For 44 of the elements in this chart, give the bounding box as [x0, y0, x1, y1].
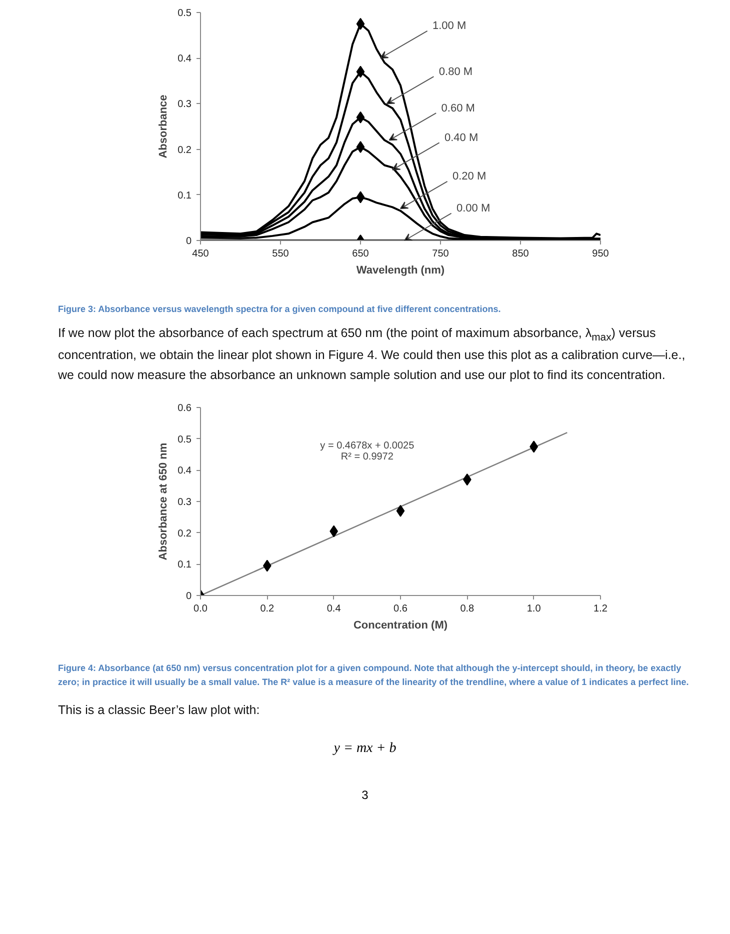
y-tick-label: 0 [186, 236, 192, 247]
caption: Figure 3: Absorbance versus wavelength spectra for a given compound at five different concentrations. [58, 303, 501, 316]
x-tick-label: 0.6 [394, 604, 408, 615]
y-axis-title: Absorbance [158, 94, 170, 158]
text: This is a classic Beer’s law plot with: [58, 702, 260, 720]
annotation: 0.20 M [452, 170, 486, 183]
y-tick-label: 0.3 [178, 99, 192, 110]
annotation: 0.60 M [441, 102, 475, 114]
x-tick-label: 950 [592, 248, 610, 260]
text: y = mx + b [334, 740, 396, 758]
x-tick-label: 0.8 [460, 604, 475, 615]
y-tick-label: 0.3 [178, 497, 192, 508]
x-tick-label: 0.2 [260, 604, 275, 615]
y-axis-title: Absorbance at 650 nm [158, 442, 170, 560]
x-tick-label: 450 [192, 248, 210, 260]
y-tick-label: 0.4 [178, 466, 192, 477]
annotation: 0.00 M [456, 202, 490, 215]
y-tick-label: 0.5 [178, 434, 192, 446]
x-axis-title: Wavelength (nm) [356, 264, 445, 276]
annotation: 0.80 M [438, 66, 473, 78]
x-tick-label: 0.4 [326, 604, 342, 615]
y-tick-label: 0.6 [178, 403, 192, 414]
y-tick-label: 0 [186, 591, 192, 602]
text: If we now plot the absorbance of each spectrum at 650 nm (the point of maximum absorbance, λ$_{max}$) versus concentration, we obtain the linear plot shown in Figure 4. We could then use this plot as a calibration curve—i.e., we could now measure the absorbance an unknown sample solution and use our plot to find its concentration. [58, 324, 686, 384]
y-tick-label: 0.1 [178, 190, 192, 202]
y-tick-label: 0.2 [178, 528, 192, 540]
y-tick-label: 0.5 [178, 8, 192, 19]
x-tick-label: 1.2 [594, 604, 608, 615]
annotation: 0.40 M [444, 132, 478, 144]
caption: Figure 4: Absorbance (at 650 nm) versus concentration plot for a given compound. Note that although the y-intercept should, in theory, be exactly zero; in practice it will usually be a small value. The R² value is a measure of the linearity of the trendline, where a value of 1 indicates a perfect line. [58, 662, 690, 689]
x-tick-label: 0.0 [194, 604, 208, 615]
x-tick-label: 750 [432, 248, 450, 260]
x-axis-title: Concentration (M) [353, 620, 448, 632]
text: 3 [362, 786, 368, 804]
x-tick-label: 550 [272, 248, 290, 260]
x-tick-label: 650 [352, 248, 370, 260]
y-tick-label: 0.2 [178, 144, 192, 156]
annotation: 1.00 M [432, 20, 466, 32]
y-tick-label: 0.4 [178, 54, 192, 65]
y-tick-label: 0.1 [178, 560, 192, 571]
x-tick-label: 1.0 [526, 604, 542, 615]
x-tick-label: 850 [512, 248, 530, 260]
annotation: y = 0.4678x + 0.0025 [320, 440, 415, 452]
annotation: R² = 0.9972 [340, 452, 394, 463]
